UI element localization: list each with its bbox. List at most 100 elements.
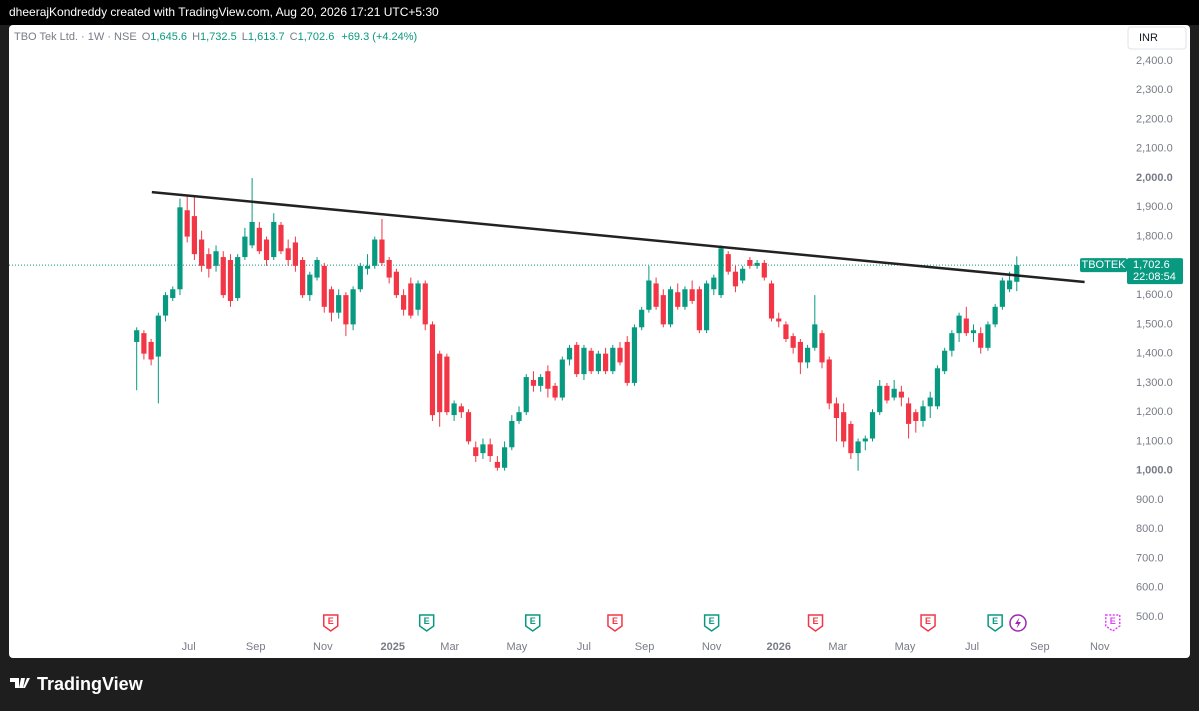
- candle-body: [379, 239, 385, 263]
- chart-panel: [9, 25, 1190, 658]
- candle-body: [162, 295, 169, 316]
- x-tick-label: 2026: [766, 641, 790, 653]
- symbol-label: TBOTEK: [1081, 259, 1126, 271]
- candle-body: [725, 254, 731, 272]
- currency-box[interactable]: [1127, 26, 1187, 50]
- candle-body: [790, 336, 796, 348]
- candle-body: [458, 406, 464, 413]
- candle-body: [920, 406, 926, 421]
- earnings-badge: [322, 614, 339, 632]
- candle-body: [761, 262, 767, 278]
- candle-body: [199, 239, 205, 266]
- candle-body: [321, 265, 327, 307]
- candle-body: [552, 385, 558, 398]
- candle-body: [422, 283, 428, 325]
- candle-body: [516, 412, 522, 421]
- candle-body: [747, 259, 753, 266]
- candle-body: [328, 289, 335, 313]
- candle-body: [307, 274, 313, 296]
- y-tick-label: 1,000.0: [1136, 465, 1173, 477]
- y-tick-label: 1,100.0: [1136, 435, 1173, 447]
- candle-body: [905, 403, 912, 424]
- earnings-label: E: [424, 616, 430, 626]
- y-tick-label: 800.0: [1136, 523, 1164, 535]
- candle-body: [848, 423, 854, 454]
- earnings-marker[interactable]: E: [524, 614, 541, 632]
- price-countdown: 22:08:54: [1133, 271, 1176, 283]
- y-tick-label: 1,300.0: [1136, 377, 1173, 389]
- candle-body: [833, 403, 840, 419]
- y-tick-label: 2,400.0: [1136, 55, 1173, 67]
- legend-key: L: [242, 31, 248, 43]
- candle-body: [401, 295, 407, 310]
- candle-body: [639, 309, 645, 328]
- candle-body: [588, 350, 594, 372]
- candle-body: [415, 283, 421, 310]
- candle-body: [689, 289, 695, 301]
- candle-body: [538, 377, 544, 386]
- earnings-marker[interactable]: E: [807, 614, 824, 632]
- candle-body: [480, 444, 486, 454]
- credit: dheerajKondreddy created with TradingVie…: [9, 5, 439, 19]
- candle-body: [718, 248, 724, 296]
- earnings-marker[interactable]: E: [607, 614, 623, 632]
- earnings-badge: [607, 614, 623, 632]
- earnings-marker[interactable]: E: [920, 614, 936, 632]
- candle-body: [559, 359, 565, 398]
- candle-body: [826, 359, 832, 404]
- earnings-marker[interactable]: E: [322, 614, 339, 632]
- candle-body: [776, 318, 782, 322]
- currency: INR: [1139, 32, 1158, 44]
- candle-body: [501, 447, 508, 468]
- candle-body: [336, 295, 342, 313]
- earnings-marker[interactable]: E: [987, 614, 1003, 632]
- candle-body: [985, 324, 991, 348]
- candle-body: [797, 341, 803, 363]
- candle-body: [220, 257, 226, 296]
- candle-body: [913, 412, 919, 421]
- candle-body: [1014, 265, 1020, 282]
- candle-body: [343, 295, 349, 325]
- x-tick-label: Nov: [313, 641, 333, 653]
- candle-body: [429, 324, 436, 416]
- candle-body: [177, 207, 183, 290]
- candle-body: [566, 347, 573, 360]
- x-tick-label: May: [506, 641, 527, 653]
- candle-body: [898, 391, 904, 398]
- candle-body: [314, 259, 320, 278]
- candle-body: [949, 333, 955, 351]
- earnings-marker[interactable]: E: [703, 614, 720, 632]
- candle-body: [1006, 280, 1013, 290]
- logo-mark: [10, 678, 30, 688]
- y-tick-label: 2,000.0: [1136, 172, 1173, 184]
- x-tick-label: Jul: [965, 641, 979, 653]
- brand: TradingView: [37, 674, 144, 694]
- earnings-badge: [987, 614, 1003, 632]
- trendline: [151, 190, 1085, 284]
- earnings-badge: [524, 614, 541, 632]
- candle-body: [653, 283, 659, 307]
- y-tick-label: 2,200.0: [1136, 113, 1173, 125]
- candle-body: [574, 344, 580, 375]
- candle-body: [617, 347, 623, 363]
- candle-body: [740, 268, 746, 281]
- x-tick-label: Sep: [1030, 641, 1050, 653]
- candle-body: [235, 257, 241, 299]
- earnings-label: E: [925, 616, 931, 626]
- earnings-marker[interactable]: E: [418, 614, 435, 632]
- earnings-marker[interactable]: E: [1104, 614, 1121, 632]
- candle-body: [891, 388, 897, 398]
- candle-body: [812, 324, 818, 348]
- candle-body: [170, 289, 176, 299]
- candle-body: [963, 318, 969, 334]
- candle-body: [148, 341, 154, 360]
- candle-body: [141, 333, 147, 354]
- x-tick-label: Jul: [182, 641, 196, 653]
- y-tick-label: 1,900.0: [1136, 201, 1173, 213]
- candle-body: [350, 289, 356, 325]
- alert-icon: [1009, 614, 1027, 632]
- top-bar: [0, 0, 1199, 25]
- legend-value: 1,645.6: [150, 31, 187, 43]
- candle-body: [386, 259, 392, 278]
